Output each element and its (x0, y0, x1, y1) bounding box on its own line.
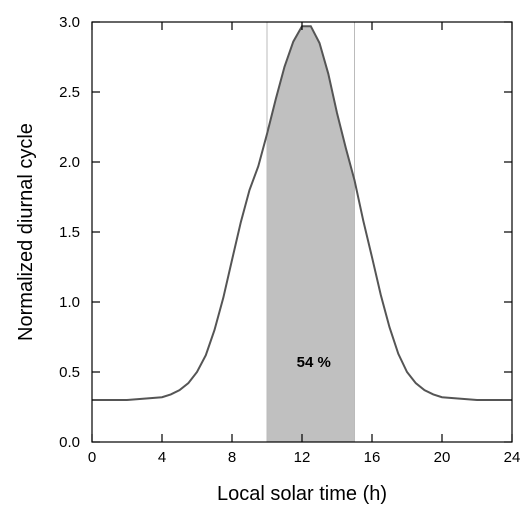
y-tick-label: 2.0 (59, 154, 80, 171)
x-tick-label: 24 (504, 449, 521, 466)
y-tick-labels: 0.0 0.5 1.0 1.5 2.0 2.5 3.0 (59, 14, 80, 451)
x-tick-label: 4 (158, 449, 166, 466)
x-tick-label: 20 (434, 449, 451, 466)
y-tick-label: 1.5 (59, 224, 80, 241)
x-axis-label: Local solar time (h) (217, 483, 387, 505)
x-tick-label: 12 (294, 449, 311, 466)
x-tick-label: 0 (88, 449, 96, 466)
x-tick-label: 8 (228, 449, 236, 466)
shaded-area-10-to-15h (267, 26, 355, 442)
y-tick-label: 0.0 (59, 434, 80, 451)
y-tick-label: 0.5 (59, 364, 80, 381)
y-tick-label: 2.5 (59, 84, 80, 101)
x-tick-label: 16 (364, 449, 381, 466)
y-tick-label: 3.0 (59, 14, 80, 31)
percentage-annotation: 54 % (297, 354, 331, 371)
y-tick-label: 1.0 (59, 294, 80, 311)
plot-frame (91, 21, 513, 443)
y-axis-label: Normalized diurnal cycle (15, 123, 37, 341)
x-tick-labels: 0 4 8 12 16 20 24 (88, 449, 521, 466)
